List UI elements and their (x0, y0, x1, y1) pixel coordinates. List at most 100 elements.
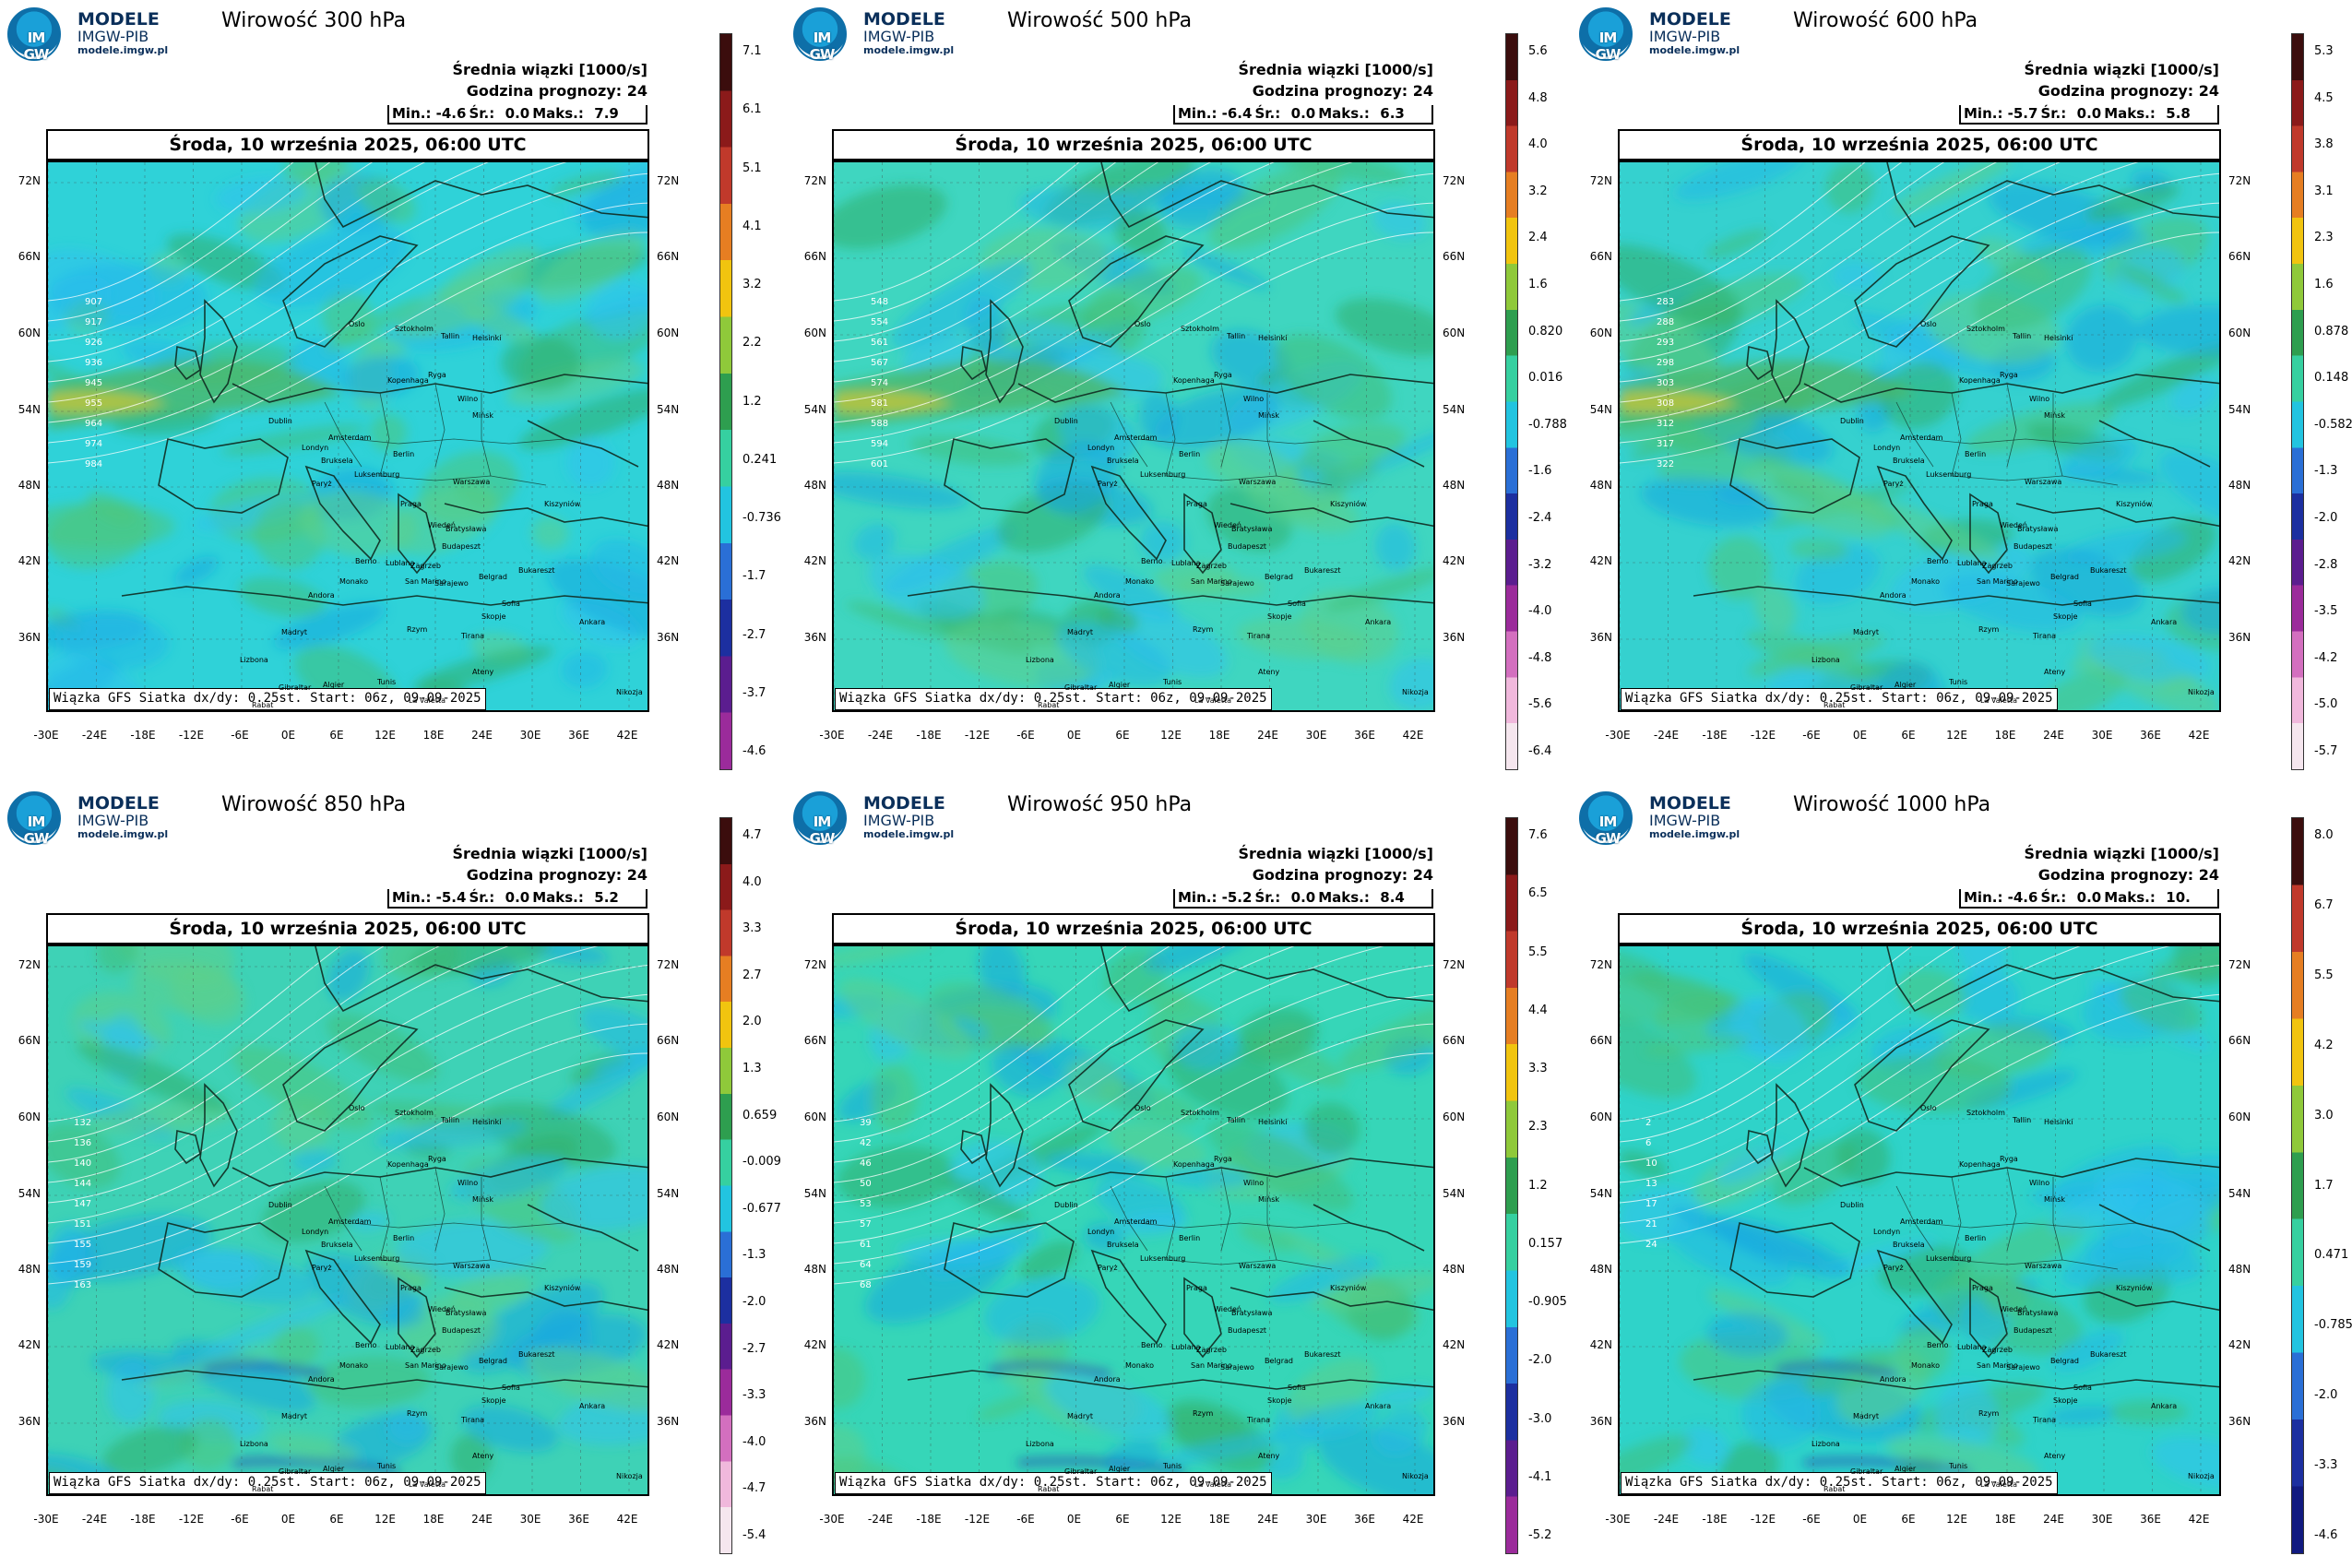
contour-label: 955 (85, 398, 102, 409)
colorbar-tick: -0.677 (742, 1201, 781, 1216)
city-label: Belgrad (1265, 1357, 1293, 1365)
lat-label-left: 54N (803, 403, 826, 416)
lat-label-left: 36N (803, 1415, 826, 1428)
lat-label-left: 42N (803, 1338, 826, 1351)
stat-label-avg: Śr.: (2040, 889, 2067, 906)
city-label: Ateny (1258, 1452, 1280, 1460)
lat-label-left: 42N (1589, 554, 1612, 567)
colorbar-tick: -2.4 (1528, 511, 1552, 525)
stat-label-avg: Śr.: (469, 105, 495, 122)
city-label: Sztokholm (395, 325, 434, 333)
city-label: Sofia (1288, 600, 1306, 608)
city-label: Bratysława (2017, 1309, 2059, 1317)
colorbar-tick: -1.7 (742, 569, 766, 584)
colorbar-tick: 5.1 (742, 160, 762, 175)
lon-label: 0E (280, 729, 296, 742)
lon-label: -24E (81, 1513, 108, 1526)
city-label: Sofia (502, 1384, 520, 1392)
lon-label: 12E (1946, 729, 1967, 742)
contour-label: 288 (1657, 317, 1674, 327)
stat-value-min: -4.6 (2007, 889, 2038, 906)
lon-label: 0E (1852, 729, 1868, 742)
stat-label-min: Min.: (1964, 105, 2003, 122)
lon-label: 30E (1305, 729, 1327, 742)
lon-label: 6E (329, 1513, 344, 1526)
imgw-logo: IM GW MODELE IMGW-PIB modele.imgw.pl (793, 7, 968, 63)
city-label: Amsterdam (1114, 1218, 1158, 1226)
lon-label: 6E (1901, 1513, 1916, 1526)
logo-badge-text: IM GW (23, 30, 50, 63)
city-label: Berno (1141, 1341, 1163, 1349)
colorbar-tick: 4.7 (742, 828, 762, 842)
lon-label: -12E (964, 1513, 991, 1526)
city-label: La Valetta (409, 696, 445, 705)
city-label: Zagrzeb (410, 1346, 441, 1354)
city-label: Amsterdam (328, 1218, 372, 1226)
city-label: Madryt (1853, 628, 1880, 636)
city-label: Paryż (1098, 1264, 1118, 1272)
city-label: Praga (1972, 1284, 1993, 1292)
lat-label-left: 36N (18, 631, 41, 644)
colorbar-tick: 0.016 (1528, 371, 1563, 386)
city-label: Sztokholm (1181, 325, 1219, 333)
colorbar-tick: -4.8 (1528, 650, 1552, 665)
lat-label-left: 54N (803, 1187, 826, 1200)
colorbar-tick: -2.0 (1528, 1353, 1552, 1368)
city-label: Ankara (2151, 618, 2178, 626)
city-label: Londyn (302, 444, 329, 452)
contour-label: 588 (871, 419, 888, 429)
lat-label-left: 66N (18, 250, 41, 263)
stat-value-max: 6.3 (1380, 105, 1405, 122)
lon-label: 12E (374, 1513, 396, 1526)
city-label: Kopenhaga (387, 376, 429, 385)
city-label: Bruksela (321, 457, 353, 465)
city-label: Zagrzeb (1982, 1346, 2013, 1354)
city-label: Ryga (428, 1155, 446, 1163)
city-label: Ateny (472, 1452, 494, 1460)
city-label: Berlin (1965, 1234, 1987, 1242)
city-label: Lizbona (1812, 656, 1840, 664)
city-label: Luksemburg (354, 1254, 400, 1263)
lon-label: -30E (819, 729, 845, 742)
city-label: Andora (308, 591, 335, 600)
contour-label: 21 (1645, 1219, 1657, 1229)
colorbar-tick: -0.736 (742, 511, 781, 525)
city-label: Warszawa (1239, 1262, 1277, 1270)
lat-label-right: 60N (1443, 1111, 1466, 1123)
forecast-panel: IM GW MODELE IMGW-PIB modele.imgw.pl Wirowoś… (1572, 784, 2352, 1568)
city-label: Sofia (1288, 1384, 1306, 1392)
colorbar-tick: 0.148 (2314, 371, 2349, 386)
city-label: Bratysława (445, 525, 487, 533)
colorbar-tick: -1.6 (1528, 464, 1552, 479)
lat-label-left: 60N (18, 327, 41, 339)
city-label: Wilno (1243, 395, 1265, 403)
city-label: Andora (1880, 591, 1907, 600)
lat-label-right: 42N (1443, 1338, 1466, 1351)
lon-label: 0E (1066, 729, 1082, 742)
lat-label-right: 66N (2228, 250, 2251, 263)
forecast-hour: Godzina prognozy: 24 (466, 82, 647, 100)
lat-label-right: 66N (657, 250, 680, 263)
logo-brand: MODELE (863, 9, 945, 30)
colorbar-tick: 7.6 (1528, 828, 1548, 842)
lat-label-left: 60N (18, 1111, 41, 1123)
valid-date: Środa, 10 września 2025, 06:00 UTC (832, 129, 1435, 160)
city-label: Praga (400, 1284, 422, 1292)
colorbar-tick: -0.788 (1528, 417, 1567, 432)
imgw-badge-icon: IM GW (793, 7, 847, 63)
forecast-hour: Godzina prognozy: 24 (466, 866, 647, 884)
city-label: Algier (323, 1465, 345, 1473)
lat-label-right: 72N (1443, 174, 1466, 187)
colorbar-tick: 4.4 (1528, 1003, 1548, 1017)
imgw-logo: IM GW MODELE IMGW-PIB modele.imgw.pl (7, 7, 183, 63)
city-label: Amsterdam (1900, 434, 1943, 442)
lon-label: 6E (1901, 729, 1916, 742)
contour-label: 24 (1645, 1240, 1657, 1250)
city-label: Bratysława (2017, 525, 2059, 533)
city-label: Rabat (1823, 1485, 1846, 1493)
city-label: Skopje (481, 1396, 506, 1405)
city-label: Oslo (349, 320, 365, 328)
colorbar-tick: -4.0 (1528, 604, 1552, 619)
lon-label: -6E (1016, 729, 1035, 742)
